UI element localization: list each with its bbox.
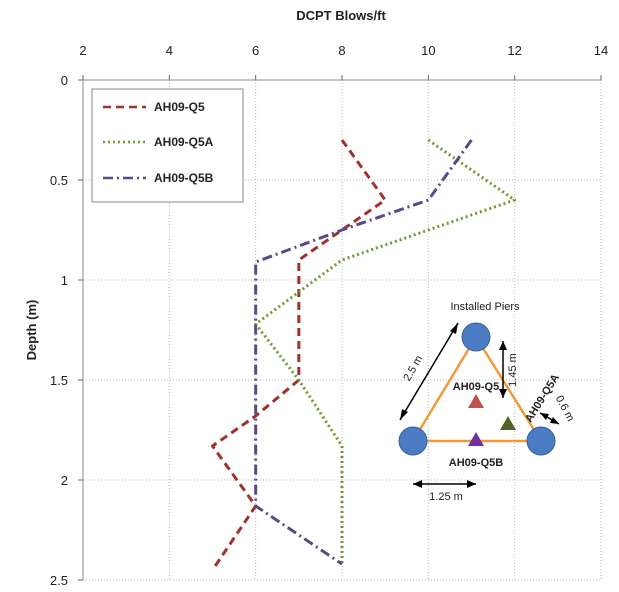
dim-short-arrowhead-a (540, 413, 549, 420)
legend-label-q5b: AH09-Q5B (154, 171, 214, 185)
x-tick-label: 6 (252, 43, 259, 58)
dim-side-arrow (399, 322, 459, 421)
y-tick-label: 2.5 (50, 573, 68, 588)
marker-q5-icon (468, 394, 484, 408)
dim-half-base-arrowhead-right (467, 480, 476, 488)
inset-label-q5: AH09-Q5 (453, 381, 499, 393)
tick-layer: 2 4 6 8 10 12 14 0 0.5 1 1.5 2 2.5 (50, 43, 608, 588)
marker-q5b-icon (468, 432, 484, 446)
dim-half-base-label: 1.25 m (429, 491, 463, 503)
inset-label-q5b: AH09-Q5B (449, 457, 503, 469)
x-tick-label: 2 (79, 43, 86, 58)
pier-left-icon (398, 426, 428, 456)
y-tick-label: 1.5 (50, 373, 68, 388)
dim-height-arrowhead-top (499, 341, 507, 350)
y-tick-label: 0 (61, 73, 68, 88)
legend-label-q5a: AH09-Q5A (154, 135, 214, 149)
pier-right-icon (526, 426, 556, 456)
dim-side-arrowhead-top (450, 323, 458, 334)
legend-label-q5: AH09-Q5 (154, 100, 205, 114)
x-tick-label: 10 (421, 43, 435, 58)
y-tick-label: 2 (61, 473, 68, 488)
dim-half-base-arrowhead-left (413, 480, 422, 488)
y-tick-label: 0.5 (50, 173, 68, 188)
dim-side-arrowhead-bottom (400, 409, 408, 420)
dim-short-arrowhead-b (550, 417, 559, 424)
x-tick-label: 8 (338, 43, 345, 58)
series-line-q5a (254, 138, 517, 564)
inset-title: Installed Piers (450, 301, 520, 313)
x-tick-label: 12 (507, 43, 521, 58)
series-line-q5b (254, 139, 473, 566)
dim-height-arrowhead-bottom (499, 389, 507, 398)
y-axis-title: Depth (m) (24, 300, 39, 361)
legend: AH09-Q5 AH09-Q5A AH09-Q5B (91, 88, 244, 203)
x-tick-label: 14 (594, 43, 608, 58)
x-axis-title: DCPT Blows/ft (296, 8, 386, 23)
pier-top-icon (461, 322, 491, 352)
dim-height-label: 1.45 m (507, 353, 519, 387)
marker-q5a-icon (500, 416, 516, 430)
x-tick-label: 4 (166, 43, 173, 58)
y-tick-label: 1 (61, 273, 68, 288)
series-layer (211, 138, 517, 571)
